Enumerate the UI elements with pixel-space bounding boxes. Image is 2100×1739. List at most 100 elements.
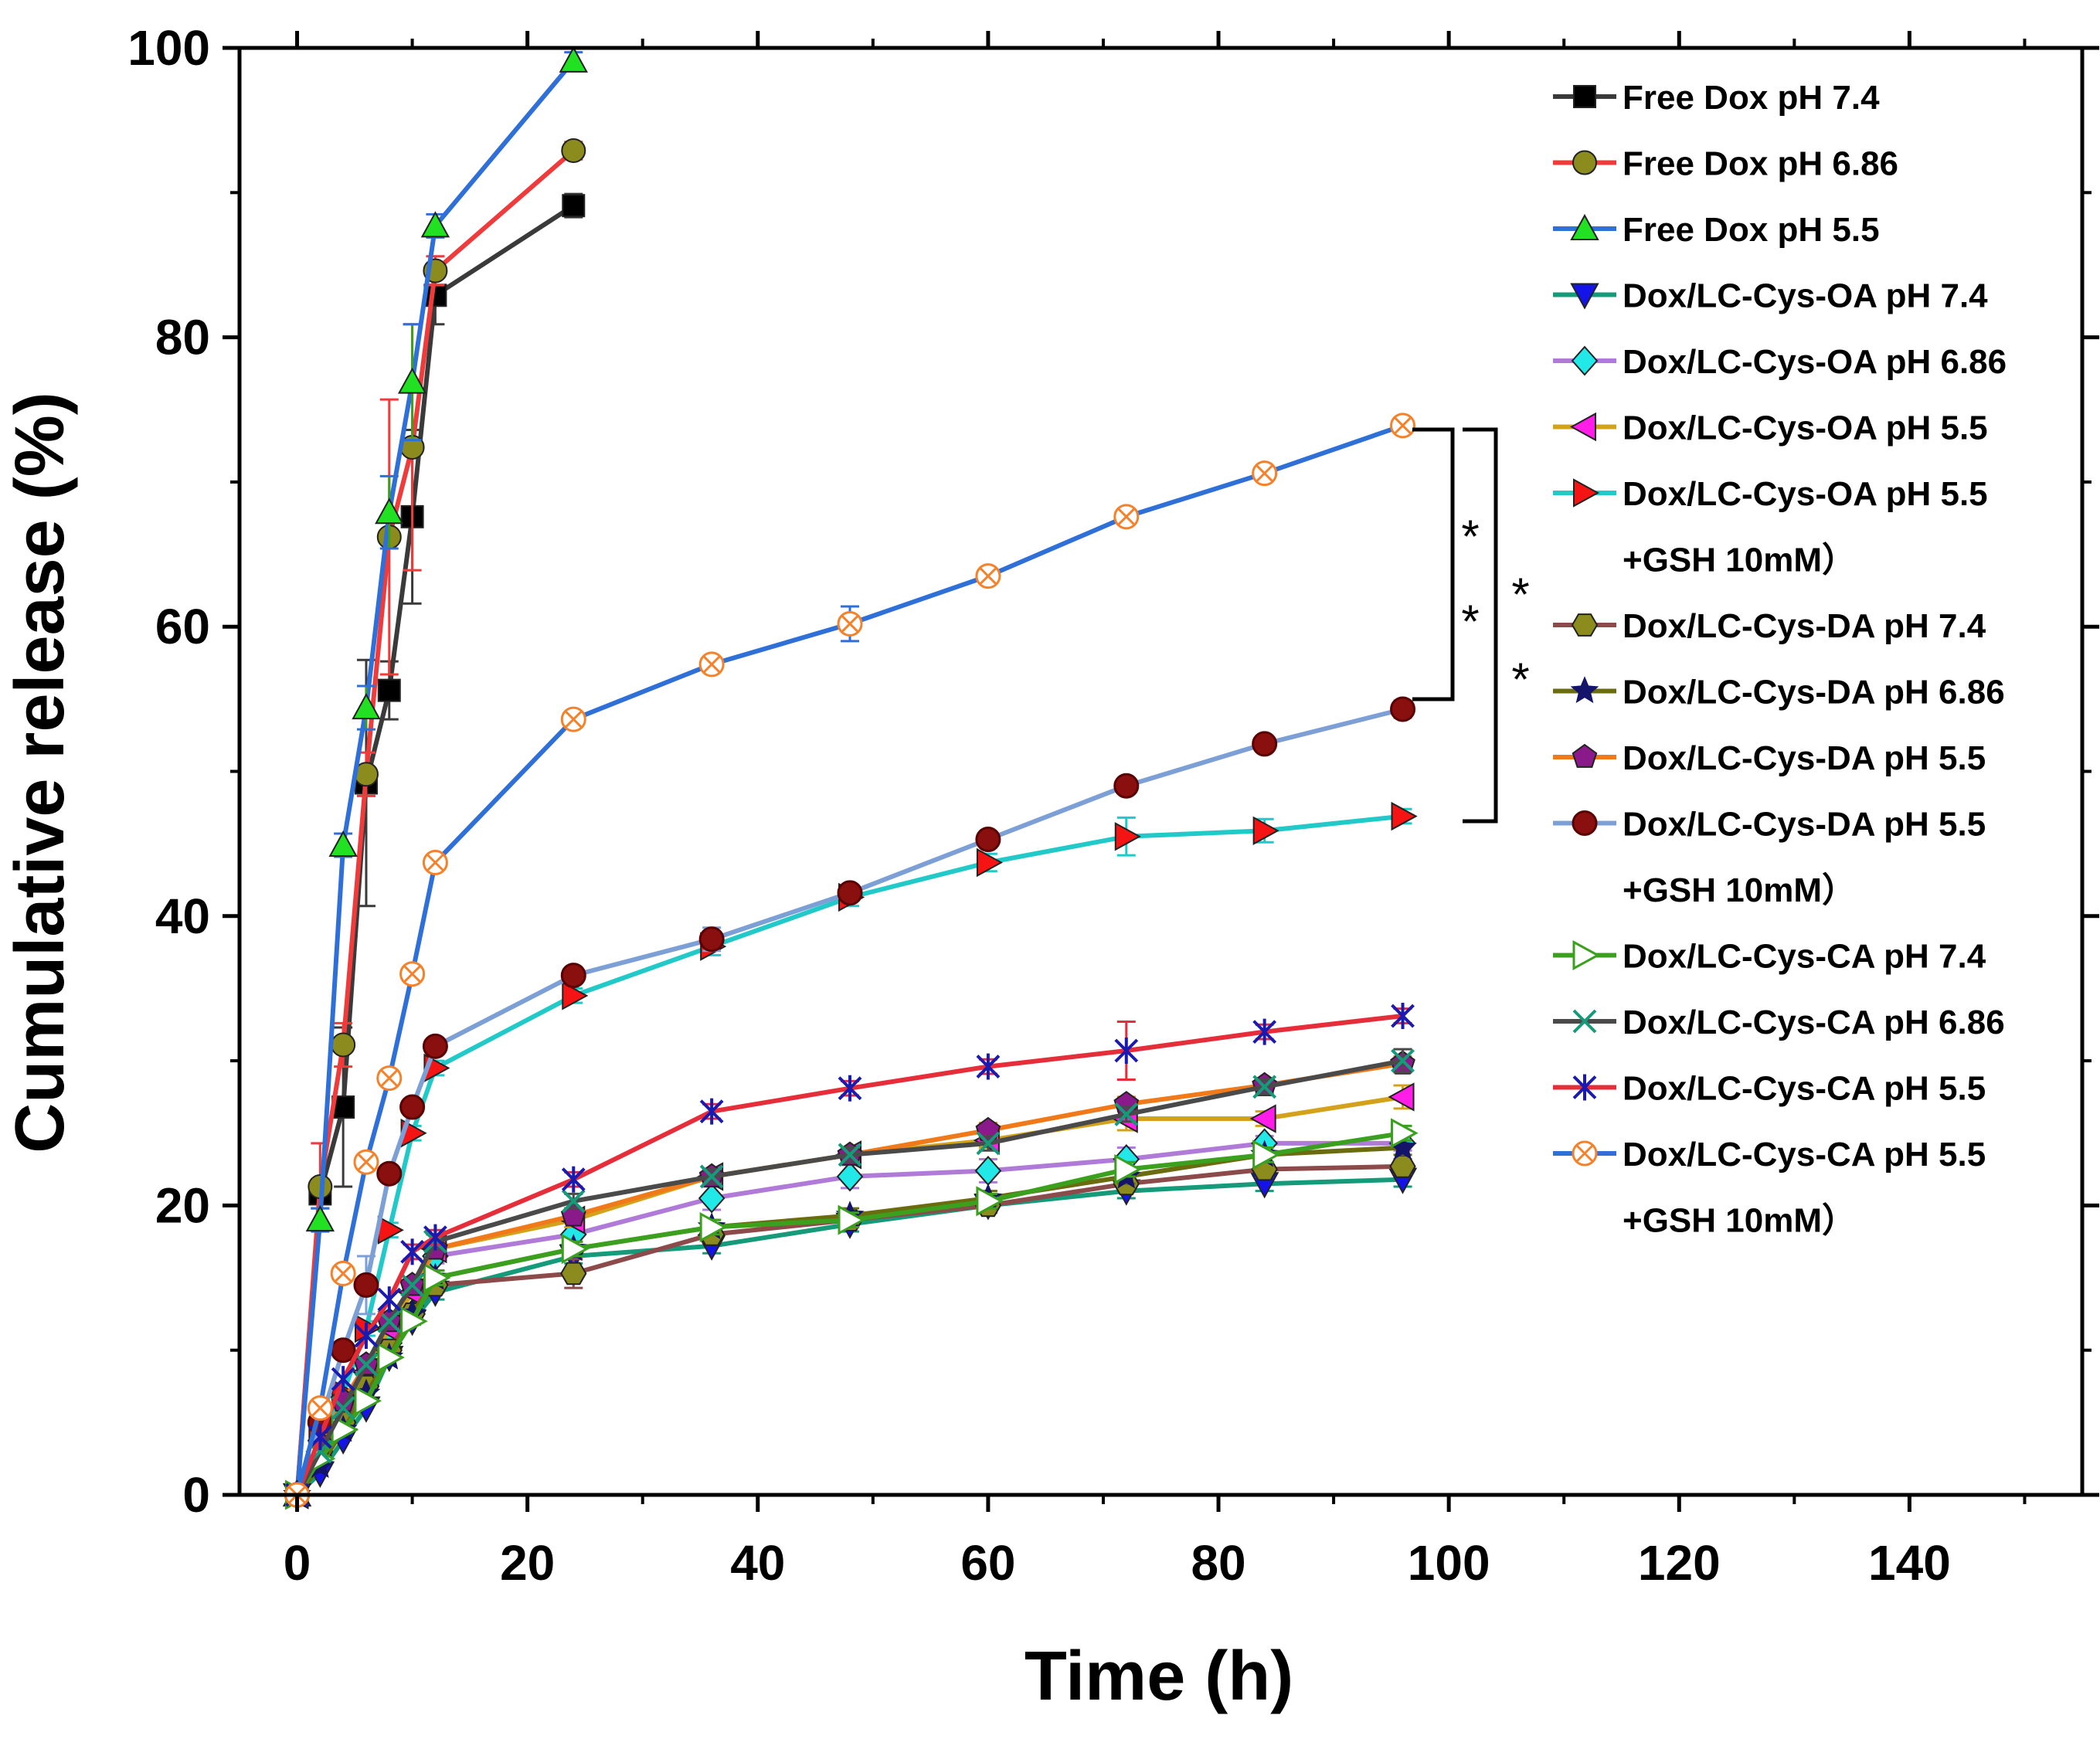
legend-marker [1571, 613, 1599, 637]
legend-label-cont: +GSH 10mM） [1623, 871, 1856, 909]
data-point [420, 211, 450, 238]
data-point [1252, 1018, 1277, 1045]
data-point [422, 1033, 448, 1059]
series-10 [284, 696, 1416, 1508]
data-point [1114, 1037, 1139, 1064]
data-point [330, 1337, 356, 1364]
data-point [354, 1353, 379, 1377]
legend-item-7: Dox/LC-Cys-DA pH 7.4 [1553, 607, 1986, 645]
legend-marker [1572, 1074, 1597, 1101]
data-point [423, 1262, 451, 1293]
data-point-b [976, 1131, 1001, 1156]
data-point [838, 1075, 862, 1102]
series-13 [285, 1003, 1415, 1508]
legend-marker [1573, 85, 1596, 108]
data-point [1390, 413, 1416, 439]
data-point [377, 1286, 402, 1313]
data-point [1391, 1118, 1419, 1149]
data-point [353, 1272, 379, 1298]
data-point [698, 651, 725, 678]
legend-label: Dox/LC-Cys-OA pH 5.5 [1623, 475, 1988, 513]
data-point-b [426, 853, 445, 872]
series-line [294, 1061, 1403, 1496]
data-point [1388, 1082, 1415, 1112]
legend-label: Dox/LC-Cys-CA pH 5.5 [1623, 1136, 1986, 1173]
data-point [397, 367, 427, 394]
data-point [376, 1065, 403, 1092]
y-tick-label: 60 [155, 599, 210, 654]
legend-marker-b [1572, 1009, 1597, 1034]
bracket-inner [1412, 427, 1455, 701]
data-point [699, 1098, 724, 1125]
data-point [1114, 1154, 1142, 1185]
legend-marker [1573, 478, 1600, 508]
data-point-b [356, 1153, 376, 1172]
data-point [976, 1053, 1001, 1080]
legend-item-5: Dox/LC-Cys-OA pH 5.5 [1553, 409, 1988, 447]
legend-label: Dox/LC-Cys-CA pH 6.86 [1623, 1004, 2005, 1041]
data-point [1113, 773, 1140, 799]
data-point [1114, 822, 1141, 851]
legend-item-2: Free Dox pH 5.5 [1553, 211, 1880, 249]
data-point [352, 693, 381, 720]
y-tick-label: 80 [155, 310, 210, 365]
data-point [399, 1094, 426, 1120]
data-point [560, 706, 586, 732]
data-point [699, 1164, 724, 1189]
data-point-b [1252, 1075, 1277, 1099]
series-line [294, 1140, 1403, 1496]
data-point-b [377, 1309, 402, 1333]
data-point [377, 678, 401, 702]
data-point [400, 1306, 428, 1337]
data-point [561, 138, 586, 163]
sig-star-2: * [1461, 596, 1479, 647]
y-tick-label: 100 [127, 20, 210, 76]
data-point [837, 880, 863, 906]
data-point-b [561, 1189, 586, 1214]
data-point [422, 849, 448, 875]
y-tick-label: 40 [155, 888, 210, 944]
data-point [838, 1204, 866, 1235]
data-point-b [1116, 507, 1136, 526]
data-point [975, 563, 1001, 589]
data-point [305, 1205, 335, 1232]
series-2 [282, 46, 588, 1506]
legend-marker [1571, 345, 1599, 376]
legend-item-10: Dox/LC-Cys-DA pH 5.5 +GSH 10mM） [1553, 806, 1986, 909]
data-point-b [838, 1143, 862, 1167]
series-group [282, 46, 1419, 1510]
data-point-b [1114, 1102, 1139, 1126]
legend-label-cont: +GSH 10mM） [1623, 1202, 1856, 1240]
data-point [1249, 1104, 1276, 1133]
legend-item-12: Dox/LC-Cys-CA pH 6.86 [1553, 1004, 2005, 1041]
data-point [331, 1366, 355, 1393]
y-axis-title: Cumulative release (%) [2, 392, 79, 1153]
data-point [560, 963, 586, 989]
data-point [376, 1160, 403, 1187]
legend-marker [1570, 283, 1599, 310]
data-point [1391, 1048, 1415, 1073]
legend: Free Dox pH 7.4 Free Dox pH 6.86 Free Dox … [1553, 79, 2007, 1240]
data-point [837, 610, 863, 637]
legend-label: Dox/LC-Cys-CA pH 5.5 [1623, 1070, 1986, 1108]
data-point [375, 498, 404, 525]
data-point [1252, 1075, 1277, 1099]
series-14 [284, 413, 1416, 1508]
series-12 [285, 1048, 1415, 1507]
legend-label: Dox/LC-Cys-DA pH 5.5 [1623, 806, 1986, 844]
x-tick-label: 120 [1638, 1535, 1721, 1591]
legend-marker [1572, 939, 1601, 971]
x-tick-label: 40 [730, 1535, 785, 1591]
data-point [1252, 731, 1278, 757]
data-point [560, 1262, 587, 1286]
data-point [1391, 801, 1418, 831]
data-point [561, 1234, 590, 1265]
data-point [1252, 1140, 1280, 1170]
data-point [377, 1342, 405, 1373]
axes-group [223, 31, 2099, 1512]
data-point-b [702, 654, 722, 674]
sig-star-1: * [1461, 511, 1479, 562]
legend-marker [1569, 412, 1596, 442]
